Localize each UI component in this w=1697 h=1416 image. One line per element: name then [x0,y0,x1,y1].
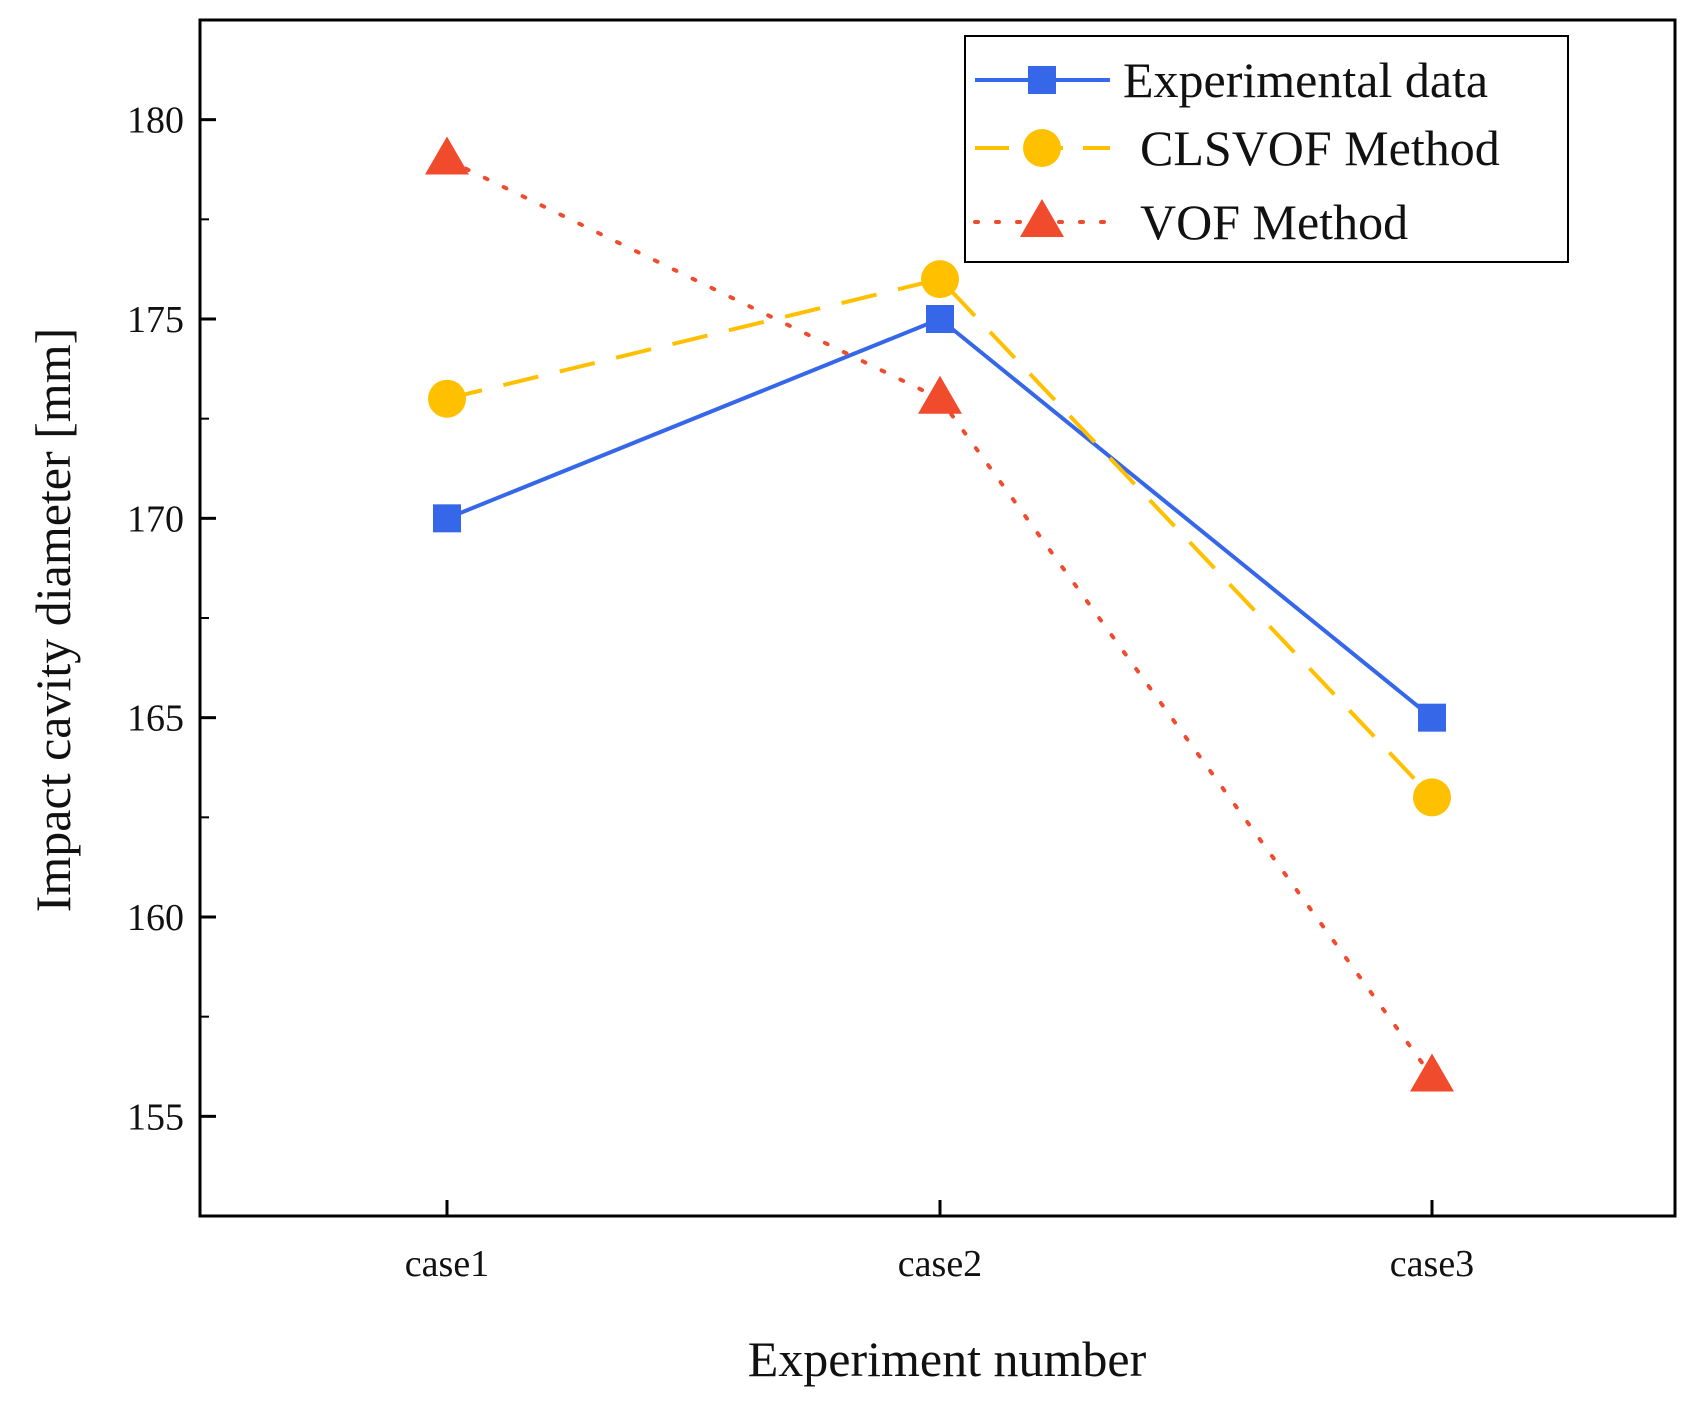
series-experimental-data [433,305,1446,732]
y-tick-label: 160 [127,897,184,939]
legend-label: VOF Method [1140,194,1408,250]
data-point-square [433,504,461,533]
legend-box [964,35,1569,263]
y-axis-ticks: 155 160 165 170 175 180 [127,100,216,1217]
y-tick-label: 165 [127,698,184,740]
series-layer [425,136,1454,1092]
legend-label: CLSVOF Method [1140,120,1500,176]
legend-marker-triangle [1020,199,1064,237]
y-tick-label: 180 [127,100,184,142]
y-tick-label: 170 [127,498,184,540]
data-point-circle [921,260,959,299]
legend-item: VOF Method [973,194,1408,250]
legend-marker-square [1028,66,1056,94]
series-vof-method [425,136,1454,1092]
legend-item: CLSVOF Method [975,120,1500,176]
data-point-triangle [1410,1053,1454,1092]
data-point-square [1418,703,1446,732]
x-axis-title: Experiment number [748,1331,1147,1387]
legend-label: Experimental data [1123,52,1488,108]
y-axis-title: Impact cavity diameter [mm] [25,328,81,912]
data-point-circle [428,379,466,418]
data-point-circle [1413,778,1451,817]
x-tick-label: case1 [405,1243,489,1285]
y-tick-label: 175 [127,299,184,341]
x-axis-ticks: case1 case2 case3 [405,1200,1474,1285]
data-point-triangle [425,136,469,175]
legend-item: Experimental data [975,52,1488,108]
y-tick-label: 155 [127,1096,184,1138]
data-point-square [926,305,954,333]
x-tick-label: case2 [898,1243,982,1285]
legend-marker-circle [1023,129,1061,167]
data-point-triangle [918,375,962,414]
x-tick-label: case3 [1390,1243,1474,1285]
legend: Experimental data CLSVOF Method VOF Method [964,35,1569,263]
series-clsvof-method [428,260,1451,817]
